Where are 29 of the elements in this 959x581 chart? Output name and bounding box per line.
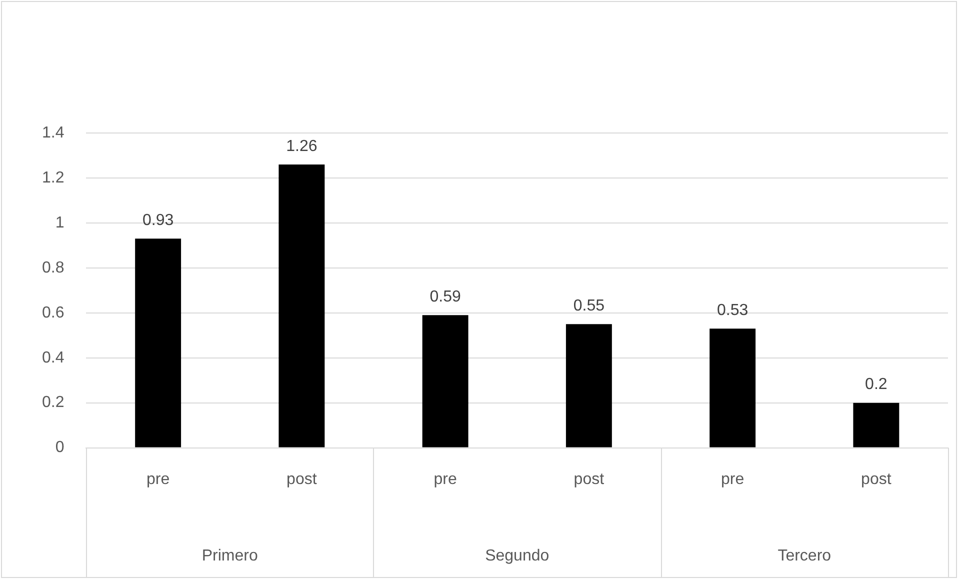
data-label: 0.2 bbox=[865, 376, 888, 394]
bar bbox=[422, 315, 468, 448]
x-tick-label: pre bbox=[434, 470, 457, 488]
y-tick-label: 1.4 bbox=[42, 124, 64, 142]
y-tick-label: 1 bbox=[55, 214, 64, 232]
x-tick-label: pre bbox=[721, 470, 744, 488]
bar bbox=[278, 164, 325, 448]
data-label: 0.53 bbox=[716, 302, 748, 320]
data-label: 0.55 bbox=[573, 298, 605, 315]
data-label: 0.59 bbox=[430, 288, 461, 306]
text: Segundo bbox=[485, 547, 550, 564]
y-tick-label: 1.2 bbox=[42, 169, 64, 186]
bar bbox=[135, 238, 182, 448]
x-tick-label: post bbox=[574, 470, 605, 488]
y-tick-label: 0.6 bbox=[42, 304, 64, 322]
y-tick-label: 0.4 bbox=[42, 349, 64, 366]
x-tick-label: post bbox=[861, 470, 892, 488]
y-tick-label: 0 bbox=[55, 439, 64, 456]
y-tick-label: 0.8 bbox=[42, 259, 64, 276]
bar bbox=[566, 324, 612, 448]
y-tick-label: 0.2 bbox=[42, 394, 64, 412]
x-tick-label: post bbox=[286, 470, 318, 488]
data-label: 0.93 bbox=[142, 212, 174, 230]
text: Primero bbox=[202, 547, 258, 564]
data-label: 1.26 bbox=[286, 138, 318, 155]
text: Tercero bbox=[778, 547, 832, 564]
x-tick-label: pre bbox=[146, 470, 170, 488]
bar bbox=[710, 328, 756, 448]
bar bbox=[853, 402, 900, 448]
